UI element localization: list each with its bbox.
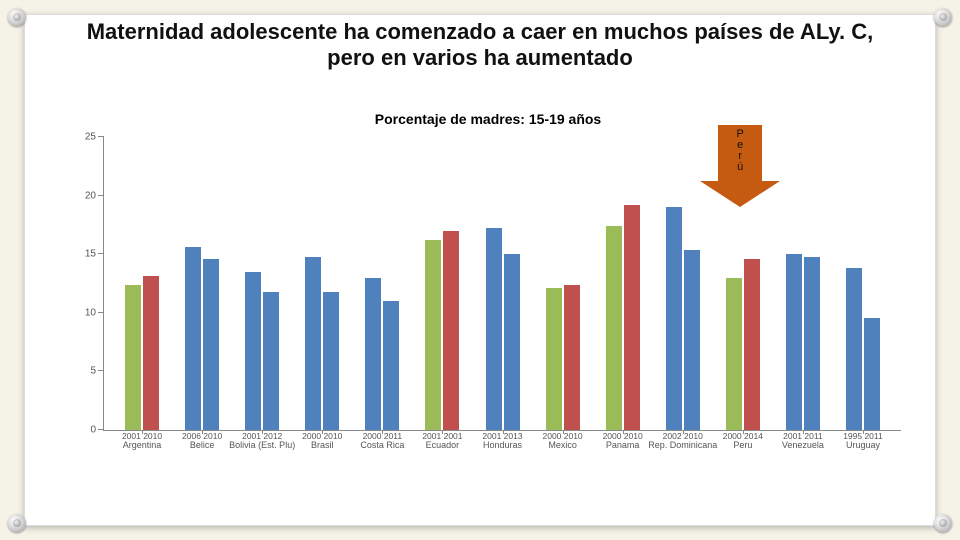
bar bbox=[365, 278, 381, 430]
bar bbox=[185, 247, 201, 430]
bar bbox=[125, 285, 141, 430]
rivet bbox=[8, 514, 26, 532]
country-group: 2001 2011Venezuela bbox=[773, 137, 833, 430]
country-group: 2000 2010Mexico bbox=[533, 137, 593, 430]
bar bbox=[804, 257, 820, 430]
bar bbox=[624, 205, 640, 430]
country-group: 2006 2010Belice bbox=[172, 137, 232, 430]
y-tick-label: 10 bbox=[85, 307, 96, 318]
y-tick bbox=[98, 312, 104, 313]
country-group: 2001 2010Argentina bbox=[112, 137, 172, 430]
rivet bbox=[934, 514, 952, 532]
country-group: 2001 2013Honduras bbox=[472, 137, 532, 430]
y-tick-label: 25 bbox=[85, 132, 96, 143]
bar bbox=[546, 288, 562, 430]
bar bbox=[744, 259, 760, 430]
bar bbox=[606, 226, 622, 430]
callout-char: ú bbox=[700, 162, 780, 173]
chart-plot: 2001 2010Argentina2006 2010Belice2001 20… bbox=[103, 137, 901, 431]
y-tick bbox=[98, 195, 104, 196]
country-group: 1995 2011Uruguay bbox=[833, 137, 893, 430]
y-tick-label: 20 bbox=[85, 190, 96, 201]
y-tick-label: 0 bbox=[90, 425, 96, 436]
bar bbox=[666, 207, 682, 430]
bar bbox=[443, 231, 459, 430]
bar bbox=[846, 268, 862, 430]
bar bbox=[203, 259, 219, 430]
callout-arrow: Perú bbox=[700, 125, 780, 207]
bar bbox=[383, 301, 399, 430]
bar bbox=[305, 257, 321, 430]
bar bbox=[684, 250, 700, 430]
y-tick bbox=[98, 136, 104, 137]
bar bbox=[864, 318, 880, 431]
y-tick bbox=[98, 370, 104, 371]
y-tick-label: 15 bbox=[85, 249, 96, 260]
country-group: 2001 2001Ecuador bbox=[412, 137, 472, 430]
bar bbox=[486, 228, 502, 430]
country-group: 2000 2010Panama bbox=[593, 137, 653, 430]
country-group: 2000 2010Brasil bbox=[292, 137, 352, 430]
slide-card: Maternidad adolescente ha comenzado a ca… bbox=[24, 14, 936, 526]
country-group: 2001 2012Bolivia (Est. Plu) bbox=[232, 137, 292, 430]
y-tick-label: 5 bbox=[90, 366, 96, 377]
arrow-head bbox=[700, 181, 780, 207]
bar bbox=[425, 240, 441, 430]
bar bbox=[726, 278, 742, 430]
callout-label: Perú bbox=[700, 129, 780, 173]
y-tick bbox=[98, 253, 104, 254]
rivet bbox=[8, 8, 26, 26]
x-label-country: Uruguay bbox=[827, 441, 899, 450]
bar bbox=[263, 292, 279, 430]
y-tick bbox=[98, 429, 104, 430]
rivet bbox=[934, 8, 952, 26]
bar bbox=[786, 254, 802, 430]
bar bbox=[564, 285, 580, 430]
country-group: 2000 2011Costa Rica bbox=[352, 137, 412, 430]
bar bbox=[143, 276, 159, 430]
slide-title: Maternidad adolescente ha comenzado a ca… bbox=[25, 15, 935, 73]
bar bbox=[504, 254, 520, 430]
bar bbox=[323, 292, 339, 430]
bar bbox=[245, 272, 261, 430]
